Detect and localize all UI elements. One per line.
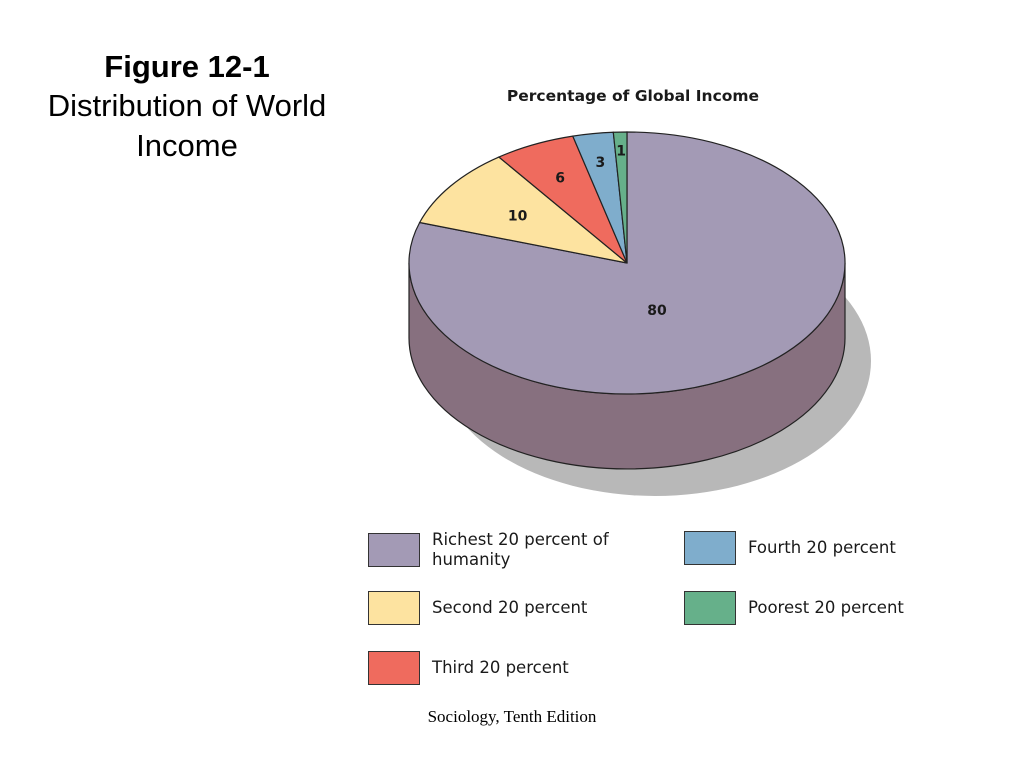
legend-swatch-poorest	[684, 591, 736, 625]
slice-value-label-3: 3	[596, 155, 606, 171]
chart-title: Percentage of Global Income	[507, 87, 759, 105]
legend-item-richest: Richest 20 percent of humanity	[368, 530, 632, 570]
legend-swatch-third	[368, 651, 420, 685]
legend-swatch-second	[368, 591, 420, 625]
slice-value-label-4: 1	[616, 143, 626, 159]
legend-item-third: Third 20 percent	[368, 651, 632, 685]
legend-label-second: Second 20 percent	[432, 598, 588, 617]
legend-item-poorest: Poorest 20 percent	[684, 591, 948, 625]
legend-swatch-fourth	[684, 531, 736, 565]
pie-slice-1	[418, 156, 628, 264]
slide-title: Figure 12-1 Distribution of World Income	[22, 48, 352, 166]
slice-value-label-0: 80	[647, 303, 667, 319]
footer-source: Sociology, Tenth Edition	[427, 707, 597, 726]
legend-label-third: Third 20 percent	[432, 658, 569, 677]
legend-label-richest: Richest 20 percent of humanity	[432, 530, 609, 569]
legend-item-fourth: Fourth 20 percent	[684, 531, 948, 565]
legend-swatch-richest	[368, 533, 420, 567]
figure-label: Figure 12-1	[104, 49, 270, 84]
figure-subtitle: Distribution of World Income	[47, 88, 327, 163]
legend-label-poorest: Poorest 20 percent	[748, 598, 904, 617]
slice-value-label-2: 6	[555, 171, 565, 187]
pie-slice-4	[612, 131, 628, 264]
pie-layer: 80 10 6 31	[408, 131, 871, 496]
slice-value-label-1: 10	[508, 208, 528, 224]
legend-label-fourth: Fourth 20 percent	[748, 538, 896, 557]
legend-item-second: Second 20 percent	[368, 591, 632, 625]
